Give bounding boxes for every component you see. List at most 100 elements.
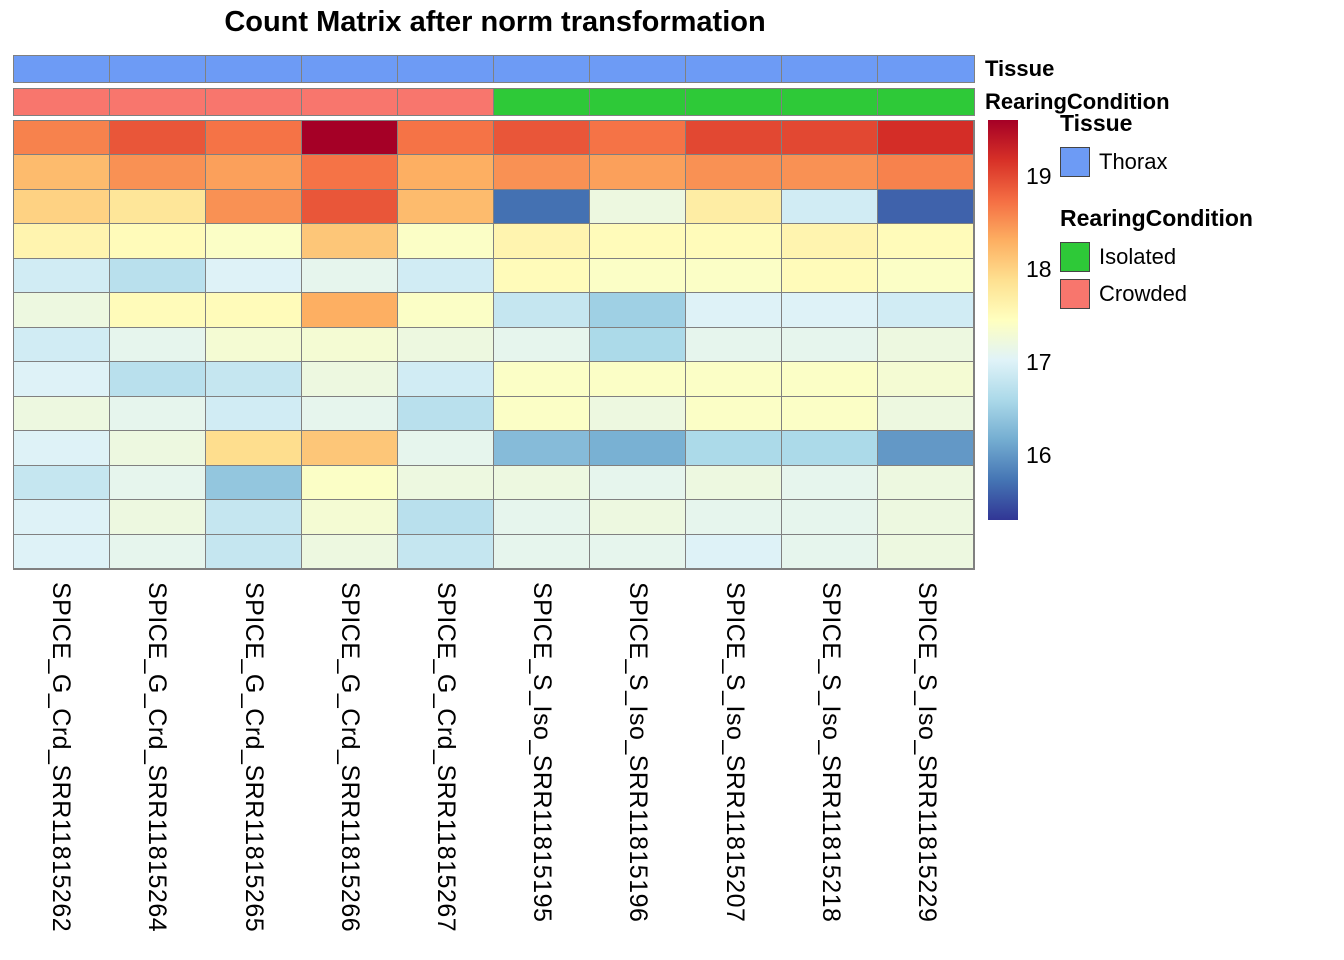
heatmap-cell (206, 189, 302, 225)
heatmap-cell (590, 396, 686, 432)
heatmap-cell (878, 396, 974, 432)
tissue-annotation-bar (13, 55, 975, 83)
heatmap-cell (686, 431, 782, 466)
heatmap-cell (110, 293, 206, 328)
heatmap-cell (782, 258, 878, 294)
rearing-condition-annotation-label: RearingCondition (985, 89, 1170, 114)
column-label: SPICE_S_Iso_SRR11815218 (817, 582, 845, 923)
heatmap-cell (782, 189, 878, 225)
heatmap-cell (398, 362, 494, 397)
heatmap-cell (590, 327, 686, 363)
heatmap-cell (14, 327, 110, 363)
heatmap-cell (686, 224, 782, 259)
heatmap-cell (14, 224, 110, 259)
heatmap-cell (398, 534, 494, 569)
heatmap-cell (206, 155, 302, 190)
column-label: SPICE_G_Crd_SRR11815264 (143, 582, 171, 933)
annotation-cell-thorax (302, 56, 398, 82)
column-label: SPICE_G_Crd_SRR11815265 (240, 582, 268, 933)
annotation-cell-crowded (302, 89, 398, 115)
column-label: SPICE_S_Iso_SRR11815195 (528, 582, 556, 923)
heatmap-cell (878, 121, 974, 156)
annotation-cell-crowded (398, 89, 494, 115)
heatmap-cell (878, 465, 974, 501)
heatmap-cell (302, 189, 398, 225)
heatmap-cell (590, 258, 686, 294)
heatmap-cell (398, 224, 494, 259)
heatmap-cell (782, 121, 878, 156)
annotation-cell-crowded (206, 89, 302, 115)
heatmap-cell (494, 431, 590, 466)
legend-swatch-crowded (1060, 279, 1090, 309)
heatmap-cell (878, 258, 974, 294)
heatmap-cell (878, 534, 974, 569)
heatmap-cell (878, 189, 974, 225)
annotation-cell-isolated (878, 89, 974, 115)
annotation-cell-isolated (782, 89, 878, 115)
heatmap-cell (494, 327, 590, 363)
column-label: SPICE_G_Crd_SRR11815262 (47, 582, 75, 933)
heatmap-cell (686, 327, 782, 363)
heatmap-cell (782, 224, 878, 259)
heatmap-cell (110, 396, 206, 432)
heatmap-cell (398, 293, 494, 328)
legend-item: Crowded (1060, 279, 1253, 309)
heatmap-cell (494, 500, 590, 535)
colorbar (988, 120, 1018, 520)
legend-swatch-isolated (1060, 242, 1090, 272)
annotation-cell-thorax (686, 56, 782, 82)
heatmap-cell (878, 293, 974, 328)
annotation-cell-thorax (590, 56, 686, 82)
heatmap-cell (14, 534, 110, 569)
heatmap-cell (14, 465, 110, 501)
annotation-cell-thorax (878, 56, 974, 82)
heatmap-cell (590, 189, 686, 225)
heatmap-cell (878, 431, 974, 466)
heatmap-cell (110, 121, 206, 156)
annotation-cell-thorax (110, 56, 206, 82)
heatmap-cell (302, 396, 398, 432)
heatmap-cell (206, 293, 302, 328)
heatmap-cell (782, 327, 878, 363)
heatmap-cell (14, 500, 110, 535)
heatmap-cell (782, 534, 878, 569)
heatmap-cell (14, 189, 110, 225)
colorbar-tick-label: 16 (1026, 442, 1052, 468)
annotation-cell-thorax (398, 56, 494, 82)
heatmap-cell (14, 431, 110, 466)
column-label: SPICE_S_Iso_SRR11815207 (721, 582, 749, 923)
heatmap-cell (206, 465, 302, 501)
heatmap-cell (686, 362, 782, 397)
legend: Tissue Thorax RearingCondition Isolated C… (1060, 110, 1253, 316)
colorbar-tick-label: 19 (1026, 163, 1052, 189)
column-label: SPICE_S_Iso_SRR11815196 (624, 582, 652, 923)
heatmap-cell (110, 155, 206, 190)
heatmap-cell (686, 121, 782, 156)
legend-item: Thorax (1060, 147, 1253, 177)
heatmap-cell (14, 258, 110, 294)
heatmap-cell (590, 431, 686, 466)
legend-item: Isolated (1060, 242, 1253, 272)
heatmap-cell (398, 431, 494, 466)
heatmap-cell (110, 500, 206, 535)
heatmap-cell (686, 465, 782, 501)
legend-item-label: Thorax (1099, 149, 1168, 174)
heatmap-cell (494, 396, 590, 432)
heatmap-cell (494, 258, 590, 294)
tissue-annotation-label: Tissue (985, 56, 1055, 81)
heatmap-cell (14, 155, 110, 190)
heatmap-cell (110, 327, 206, 363)
heatmap-cell (782, 396, 878, 432)
heatmap-cell (110, 258, 206, 294)
column-label: SPICE_G_Crd_SRR11815267 (432, 582, 460, 933)
rearing-condition-annotation-bar (13, 88, 975, 116)
heatmap-cell (14, 293, 110, 328)
heatmap-cell (494, 121, 590, 156)
heatmap-cell (590, 224, 686, 259)
heatmap-cell (14, 396, 110, 432)
heatmap-cell (782, 500, 878, 535)
heatmap-cell (206, 500, 302, 535)
heatmap-cell (206, 362, 302, 397)
colorbar-tick-label: 17 (1026, 349, 1052, 375)
heatmap-cell (398, 500, 494, 535)
